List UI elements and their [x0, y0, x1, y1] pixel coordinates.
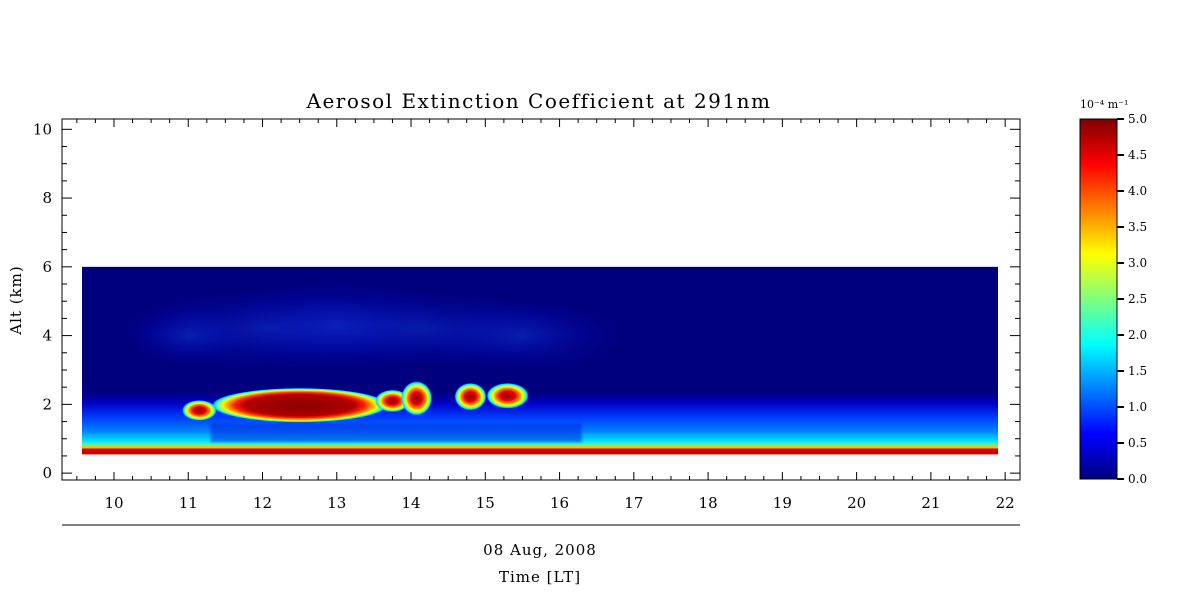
aerosol-layer-main [211, 388, 388, 423]
surface-layer-edge [82, 445, 998, 449]
x-tick-label: 10 [104, 494, 123, 512]
x-tick-label: 20 [847, 494, 866, 512]
y-axis-ticks: 0 2 4 6 8 10 [33, 120, 1020, 482]
y-tick-label: 6 [42, 258, 52, 276]
x-tick-label: 12 [253, 494, 272, 512]
y-tick-label: 4 [42, 327, 52, 345]
aerosol-blob-5 [486, 382, 529, 409]
x-tick-label: 16 [550, 494, 569, 512]
x-tick-label: 21 [921, 494, 940, 512]
x-tick-label: 17 [624, 494, 643, 512]
y-tick-label: 8 [42, 189, 52, 207]
x-tick-label: 13 [327, 494, 346, 512]
colorbar-tick-label: 4.0 [1128, 184, 1147, 198]
colorbar-gradient [1079, 118, 1118, 480]
colorbar-tick-label: 1.5 [1128, 364, 1147, 378]
x-tick-label: 22 [996, 494, 1015, 512]
x-tick-label: 14 [401, 494, 420, 512]
colorbar-tick-label: 4.5 [1128, 148, 1147, 162]
colorbar-tick-label: 3.0 [1128, 256, 1147, 270]
x-tick-label: 19 [773, 494, 792, 512]
heatmap-faint-patch [128, 305, 249, 366]
x-axis-label: Time [LT] [499, 568, 581, 586]
y-axis-label: Alt (km) [7, 265, 25, 335]
colorbar-ticks: 0.0 0.5 1.0 1.5 2.0 2.5 3.0 3.5 4.0 4.5 5.0 [1117, 112, 1147, 486]
aerosol-blob-1 [181, 400, 217, 421]
colorbar: 10⁻⁴ m⁻¹ 0.0 0.5 1.0 1.5 2.0 2.5 3.0 3.5 4.0 4.5 5… [1079, 98, 1147, 486]
colorbar-tick-label: 2.0 [1128, 328, 1147, 342]
y-tick-label: 10 [33, 120, 52, 138]
x-axis-ticks: 10 11 12 13 14 15 16 17 18 19 20 21 22 [76, 119, 1015, 512]
aerosol-blob-2 [375, 389, 410, 413]
colorbar-tick-label: 0.5 [1128, 436, 1147, 450]
surface-layer [82, 448, 998, 455]
colorbar-tick-label: 3.5 [1128, 220, 1147, 234]
heatmap-layer [82, 266, 998, 455]
y-tick-label: 0 [42, 464, 52, 482]
x-tick-label: 15 [476, 494, 495, 512]
colorbar-unit-label: 10⁻⁴ m⁻¹ [1080, 98, 1128, 111]
aerosol-blob-4 [454, 382, 487, 411]
x-tick-label: 11 [179, 494, 198, 512]
colorbar-tick-label: 5.0 [1128, 112, 1147, 126]
y-tick-label: 2 [42, 395, 52, 413]
aerosol-blob-3 [401, 381, 433, 416]
heatmap-faint-patch [422, 300, 623, 371]
date-label: 08 Aug, 2008 [483, 541, 597, 559]
colorbar-tick-label: 1.0 [1128, 400, 1147, 414]
colorbar-tick-label: 0.0 [1128, 472, 1147, 486]
chart-title: Aerosol Extinction Coefficient at 291nm [306, 89, 772, 113]
x-tick-label: 18 [699, 494, 718, 512]
heatmap-gap [210, 423, 582, 443]
colorbar-tick-label: 2.5 [1128, 292, 1147, 306]
